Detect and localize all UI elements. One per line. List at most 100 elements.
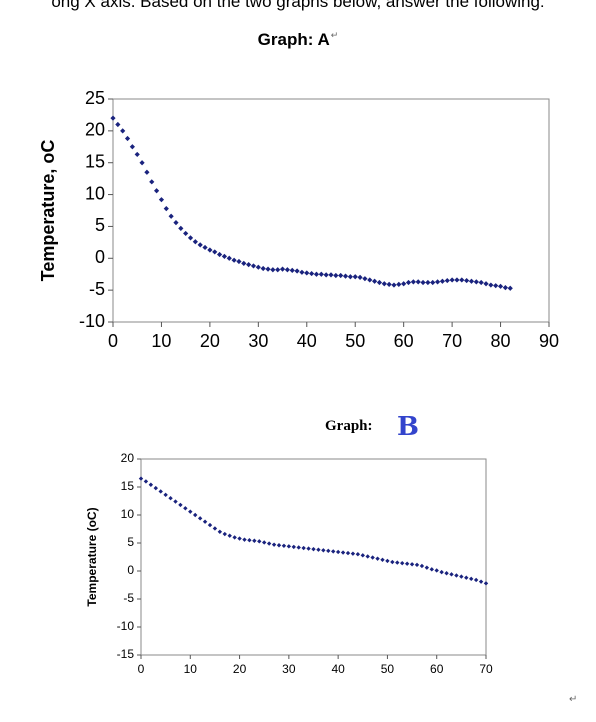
data-point [168, 213, 174, 219]
y-tick-label: -10 [117, 619, 135, 633]
y-tick-label: -5 [123, 591, 134, 605]
data-point [376, 279, 383, 286]
data-point [217, 529, 223, 534]
header-text: ong X axis. Based on the two graphs belo… [51, 0, 545, 11]
data-point [271, 542, 277, 547]
y-axis-title: Temperature, oC [38, 140, 58, 282]
data-point [380, 557, 385, 562]
y-tick-label: 15 [85, 151, 105, 171]
data-point [473, 577, 479, 583]
data-point [299, 269, 305, 275]
data-point [365, 554, 370, 559]
x-tick-label: 40 [297, 331, 317, 351]
data-point [212, 249, 218, 255]
data-point [275, 267, 281, 273]
data-point [144, 169, 150, 175]
data-point [110, 115, 116, 121]
data-point [120, 128, 126, 134]
data-point [232, 535, 237, 540]
data-point [284, 267, 290, 273]
data-point [390, 559, 395, 565]
data-point [257, 539, 262, 544]
data-point [138, 476, 144, 481]
data-point [281, 543, 287, 548]
x-tick-label: 50 [345, 331, 365, 351]
data-point [396, 281, 402, 288]
y-tick-label: 10 [85, 183, 105, 203]
data-point [459, 574, 464, 579]
graph-a-title: Graph: A↵ [0, 30, 596, 50]
data-point [410, 279, 416, 285]
data-point [221, 253, 228, 259]
graph-b-handwritten-letter: B [397, 412, 419, 442]
data-point [192, 239, 198, 245]
data-point [294, 268, 300, 274]
data-point [326, 548, 331, 554]
data-point [429, 567, 434, 572]
data-point [306, 546, 311, 551]
data-point [291, 544, 296, 550]
data-point [375, 556, 380, 561]
data-point [212, 526, 218, 531]
data-point [488, 282, 494, 288]
data-point [409, 562, 415, 567]
data-point [231, 257, 237, 263]
data-point [454, 573, 459, 578]
data-point [333, 272, 339, 279]
data-point [449, 277, 455, 283]
data-point [335, 549, 341, 555]
data-point [178, 225, 184, 231]
data-point [464, 277, 470, 284]
data-point [311, 546, 316, 552]
data-point [449, 572, 454, 577]
data-point [270, 267, 276, 273]
data-point [415, 279, 421, 285]
data-point [345, 550, 351, 556]
data-point [193, 512, 198, 518]
data-point [163, 492, 168, 498]
data-point [124, 135, 131, 142]
data-point [395, 560, 400, 565]
data-point [207, 247, 213, 253]
data-point [464, 575, 469, 580]
data-point [242, 537, 247, 542]
data-point [434, 568, 439, 573]
x-tick-label: 60 [430, 662, 444, 676]
data-point [347, 274, 353, 280]
data-point [478, 279, 484, 286]
data-point [381, 281, 387, 287]
data-point [163, 205, 169, 212]
data-point [143, 479, 149, 484]
y-tick-label: 20 [85, 120, 105, 140]
x-tick-label: 20 [200, 331, 220, 351]
data-point [187, 235, 194, 241]
data-point [414, 562, 420, 568]
data-point [469, 576, 474, 582]
x-tick-label: 20 [233, 662, 247, 676]
data-point [296, 545, 301, 550]
data-point [148, 482, 154, 487]
data-point [197, 516, 203, 521]
x-tick-label: 70 [442, 331, 462, 351]
data-point [338, 272, 344, 279]
data-point [276, 543, 282, 548]
data-point [434, 279, 441, 285]
return-mark: ↵ [330, 30, 339, 40]
x-tick-label: 80 [491, 331, 511, 351]
data-point [372, 278, 378, 284]
data-point [255, 264, 261, 270]
y-tick-label: 25 [85, 88, 105, 108]
data-point [202, 519, 208, 524]
data-point [360, 553, 365, 558]
data-point [459, 277, 465, 283]
data-point [420, 279, 426, 286]
data-point [444, 277, 450, 284]
x-tick-label: 50 [381, 662, 395, 676]
data-point [168, 496, 173, 501]
data-point [188, 509, 193, 514]
data-point [265, 266, 271, 272]
data-point [331, 549, 336, 554]
data-point [286, 544, 292, 549]
data-point [473, 279, 479, 285]
